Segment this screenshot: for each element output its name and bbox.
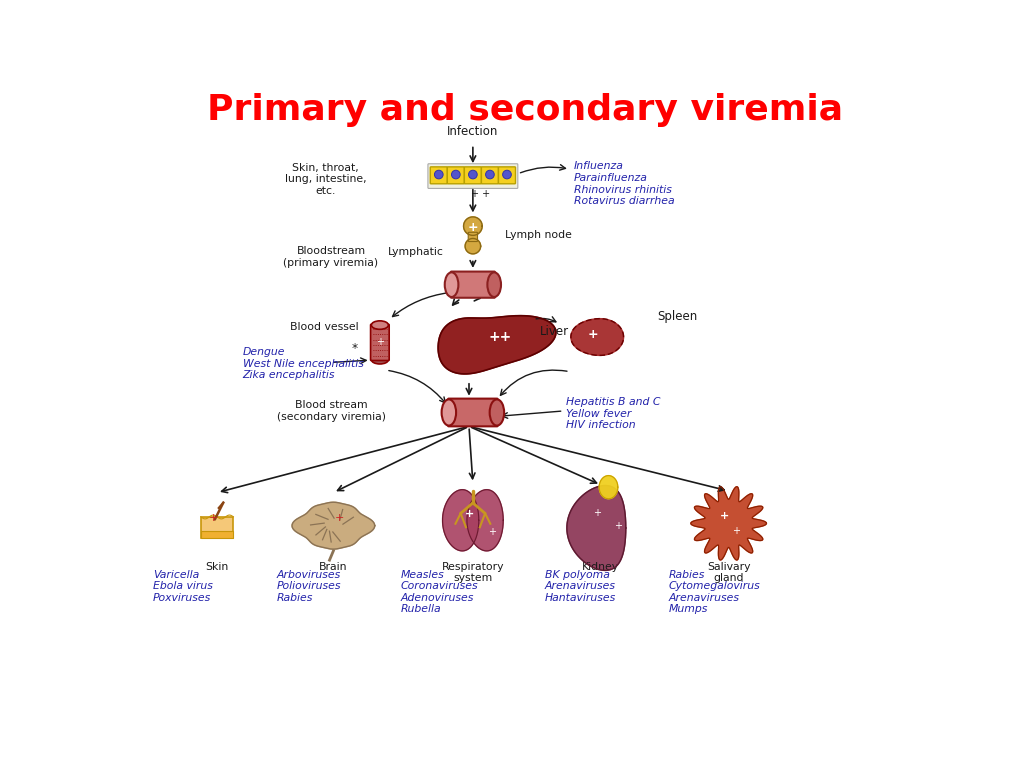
Text: Blood vessel: Blood vessel bbox=[290, 322, 358, 332]
Text: Kidney: Kidney bbox=[583, 562, 620, 572]
Text: Infection: Infection bbox=[447, 125, 499, 138]
Text: Measles
Coronaviruses
Adenoviruses
Rubella: Measles Coronaviruses Adenoviruses Rubel… bbox=[400, 570, 478, 614]
Polygon shape bbox=[691, 487, 766, 560]
Text: Salivary
gland: Salivary gland bbox=[707, 562, 751, 584]
Ellipse shape bbox=[444, 273, 459, 297]
Text: Blood stream
(secondary viremia): Blood stream (secondary viremia) bbox=[276, 400, 386, 422]
Text: Lymphatic: Lymphatic bbox=[387, 247, 443, 257]
Text: +: + bbox=[209, 513, 218, 523]
Text: +: + bbox=[732, 526, 740, 536]
Ellipse shape bbox=[441, 399, 456, 425]
Circle shape bbox=[485, 170, 495, 179]
FancyBboxPatch shape bbox=[481, 167, 499, 184]
Text: + +: + + bbox=[471, 189, 490, 199]
FancyBboxPatch shape bbox=[201, 517, 233, 538]
Polygon shape bbox=[567, 485, 626, 571]
Text: +: + bbox=[593, 508, 601, 518]
Ellipse shape bbox=[487, 273, 501, 297]
Circle shape bbox=[503, 170, 511, 179]
Polygon shape bbox=[442, 490, 479, 551]
Text: *: * bbox=[352, 342, 358, 355]
Circle shape bbox=[452, 170, 460, 179]
Ellipse shape bbox=[489, 399, 504, 425]
Text: +: + bbox=[488, 527, 497, 537]
Text: +: + bbox=[376, 337, 384, 347]
Polygon shape bbox=[599, 475, 617, 498]
FancyBboxPatch shape bbox=[451, 272, 495, 298]
FancyBboxPatch shape bbox=[371, 324, 389, 360]
Text: Skin: Skin bbox=[206, 562, 228, 572]
Text: +: + bbox=[588, 328, 598, 341]
Circle shape bbox=[434, 170, 443, 179]
Ellipse shape bbox=[372, 321, 388, 329]
FancyBboxPatch shape bbox=[449, 399, 498, 426]
Text: +: + bbox=[468, 221, 478, 234]
Polygon shape bbox=[438, 316, 556, 374]
FancyBboxPatch shape bbox=[468, 232, 477, 242]
Text: Influenza
Parainfluenza
Rhinovirus rhinitis
Rotavirus diarrhea: Influenza Parainfluenza Rhinovirus rhini… bbox=[573, 161, 674, 207]
Text: +: + bbox=[613, 521, 622, 531]
Text: Lymph node: Lymph node bbox=[506, 230, 572, 240]
FancyBboxPatch shape bbox=[464, 167, 481, 184]
Text: Spleen: Spleen bbox=[657, 310, 697, 323]
Text: Varicella
Ebola virus
Poxviruses: Varicella Ebola virus Poxviruses bbox=[153, 570, 213, 603]
Text: +: + bbox=[720, 511, 729, 521]
Polygon shape bbox=[292, 502, 375, 549]
Text: Rabies
Cytomegalovirus
Arenaviruses
Mumps: Rabies Cytomegalovirus Arenaviruses Mump… bbox=[669, 570, 761, 614]
Circle shape bbox=[469, 170, 477, 179]
Polygon shape bbox=[464, 217, 482, 235]
Polygon shape bbox=[467, 490, 503, 551]
Text: Primary and secondary viremia: Primary and secondary viremia bbox=[207, 93, 843, 127]
Text: +: + bbox=[335, 513, 344, 523]
FancyBboxPatch shape bbox=[430, 167, 447, 184]
Text: Skin, throat,
lung, intestine,
etc.: Skin, throat, lung, intestine, etc. bbox=[285, 163, 367, 196]
Text: Bloodstream
(primary viremia): Bloodstream (primary viremia) bbox=[284, 246, 379, 268]
Text: Respiratory
system: Respiratory system bbox=[441, 562, 504, 584]
FancyBboxPatch shape bbox=[428, 164, 518, 188]
Ellipse shape bbox=[372, 356, 388, 364]
Text: Liver: Liver bbox=[540, 325, 568, 338]
Polygon shape bbox=[570, 319, 624, 356]
Text: Arboviruses
Polioviruses
Rabies: Arboviruses Polioviruses Rabies bbox=[276, 570, 341, 603]
FancyBboxPatch shape bbox=[201, 531, 233, 538]
Text: Brain: Brain bbox=[319, 562, 347, 572]
Text: Dengue
West Nile encephalitis
Zika encephalitis: Dengue West Nile encephalitis Zika encep… bbox=[243, 347, 364, 380]
Text: ++: ++ bbox=[488, 330, 512, 344]
Text: BK polyoma
Arenaviruses
Hantaviruses: BK polyoma Arenaviruses Hantaviruses bbox=[545, 570, 616, 603]
Text: +: + bbox=[464, 509, 474, 519]
FancyBboxPatch shape bbox=[447, 167, 464, 184]
Text: Hepatitis B and C
Yellow fever
HIV infection: Hepatitis B and C Yellow fever HIV infec… bbox=[566, 397, 660, 430]
Polygon shape bbox=[465, 238, 480, 254]
FancyBboxPatch shape bbox=[499, 167, 515, 184]
